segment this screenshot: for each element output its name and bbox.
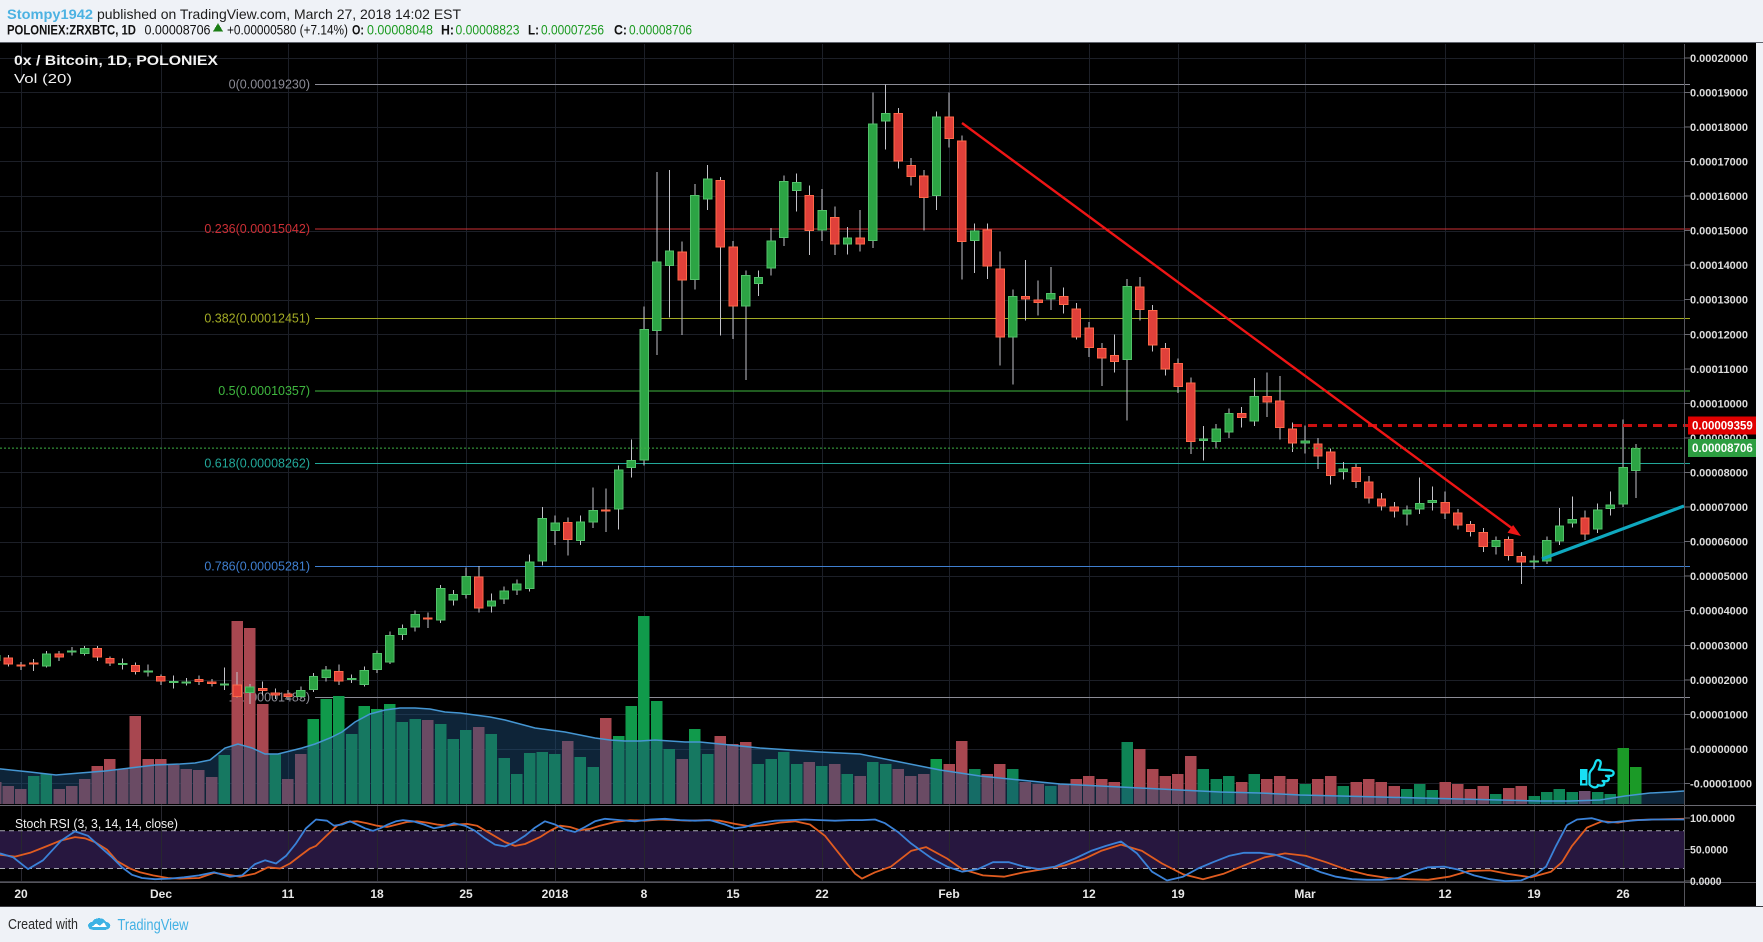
svg-text:25: 25 (459, 887, 473, 901)
svg-text:POLONIEX:ZRXBTC, 1D: POLONIEX:ZRXBTC, 1D (7, 22, 136, 38)
svg-text:0.00008823: 0.00008823 (456, 22, 520, 38)
svg-text:Mar: Mar (1294, 887, 1316, 901)
svg-text:0.00020000: 0.00020000 (1690, 53, 1748, 65)
svg-text:0.236(0.00015042): 0.236(0.00015042) (204, 222, 310, 236)
svg-text:0.00008048: 0.00008048 (367, 22, 433, 38)
svg-text:19: 19 (1171, 887, 1185, 901)
svg-text:8: 8 (641, 887, 648, 901)
svg-text:100.0000: 100.0000 (1690, 813, 1735, 825)
svg-text:0.00001000: 0.00001000 (1690, 709, 1748, 721)
svg-text:0.00004000: 0.00004000 (1690, 606, 1748, 618)
svg-text:0.5(0.00010357): 0.5(0.00010357) (218, 384, 310, 398)
svg-text:0.0000: 0.0000 (1690, 876, 1722, 888)
svg-text:0(0.00019230): 0(0.00019230) (229, 77, 310, 91)
svg-text:published on TradingView.com,: published on TradingView.com, March 27, … (97, 6, 461, 22)
svg-text:12: 12 (1438, 887, 1452, 901)
svg-text:0.00003000: 0.00003000 (1690, 640, 1748, 652)
svg-text:2018: 2018 (542, 887, 569, 901)
svg-text:0.00000000: 0.00000000 (1690, 744, 1748, 756)
svg-text:0.00019000: 0.00019000 (1690, 87, 1748, 99)
svg-text:Stompy1942: Stompy1942 (7, 6, 93, 22)
svg-text:+0.00000580 (+7.14%): +0.00000580 (+7.14%) (227, 22, 348, 38)
svg-text:0.786(0.00005281): 0.786(0.00005281) (204, 559, 310, 573)
svg-text:0.00018000: 0.00018000 (1690, 122, 1748, 134)
svg-text:22: 22 (815, 887, 829, 901)
svg-text:TradingView: TradingView (118, 917, 190, 934)
svg-text:H:: H: (441, 22, 454, 38)
svg-text:Stoch RSI (3, 3, 14, 14, close: Stoch RSI (3, 3, 14, 14, close) (15, 816, 178, 831)
svg-text:Created with: Created with (8, 916, 78, 933)
svg-text:15: 15 (726, 887, 740, 901)
svg-text:18: 18 (370, 887, 384, 901)
svg-text:0.00016000: 0.00016000 (1690, 191, 1748, 203)
svg-text:0.00008706: 0.00008706 (145, 22, 211, 38)
svg-text:L:: L: (528, 22, 539, 38)
svg-text:0.00011000: 0.00011000 (1690, 364, 1748, 376)
svg-text:0.00012000: 0.00012000 (1690, 329, 1748, 341)
svg-text:Feb: Feb (938, 887, 959, 901)
svg-text:11: 11 (282, 887, 295, 901)
svg-text:26: 26 (1616, 887, 1630, 901)
svg-text:0.00005000: 0.00005000 (1690, 571, 1748, 583)
svg-text:0.00008000: 0.00008000 (1690, 468, 1748, 480)
svg-text:20: 20 (14, 887, 28, 901)
svg-text:C:: C: (614, 22, 627, 38)
svg-text:0.00014000: 0.00014000 (1690, 260, 1748, 272)
svg-text:12: 12 (1082, 887, 1096, 901)
svg-text:0.00002000: 0.00002000 (1690, 675, 1748, 687)
svg-text:0.00017000: 0.00017000 (1690, 157, 1748, 169)
svg-text:0.00007256: 0.00007256 (541, 22, 604, 38)
svg-text:0.00009359: 0.00009359 (1692, 421, 1753, 433)
svg-text:50.0000: 50.0000 (1690, 845, 1728, 857)
svg-text:0.00015000: 0.00015000 (1690, 226, 1748, 238)
svg-text:0.00010000: 0.00010000 (1690, 398, 1748, 410)
svg-text:0.382(0.00012451): 0.382(0.00012451) (204, 312, 310, 326)
svg-text:0x / Bitcoin, 1D, POLONIEX: 0x / Bitcoin, 1D, POLONIEX (14, 53, 218, 68)
svg-text:0.00008706: 0.00008706 (629, 22, 692, 38)
svg-text:0.00013000: 0.00013000 (1690, 295, 1748, 307)
svg-text:0.00006000: 0.00006000 (1690, 537, 1748, 549)
svg-text:Dec: Dec (150, 887, 172, 901)
svg-text:0.618(0.00008262): 0.618(0.00008262) (204, 456, 310, 470)
svg-text:O:: O: (352, 22, 364, 38)
svg-text:19: 19 (1527, 887, 1541, 901)
svg-text:0.00007000: 0.00007000 (1690, 502, 1748, 514)
svg-text:-0.00001000: -0.00001000 (1690, 779, 1752, 791)
svg-text:0.00008706: 0.00008706 (1692, 443, 1753, 455)
svg-text:Vol (20): Vol (20) (14, 71, 72, 86)
